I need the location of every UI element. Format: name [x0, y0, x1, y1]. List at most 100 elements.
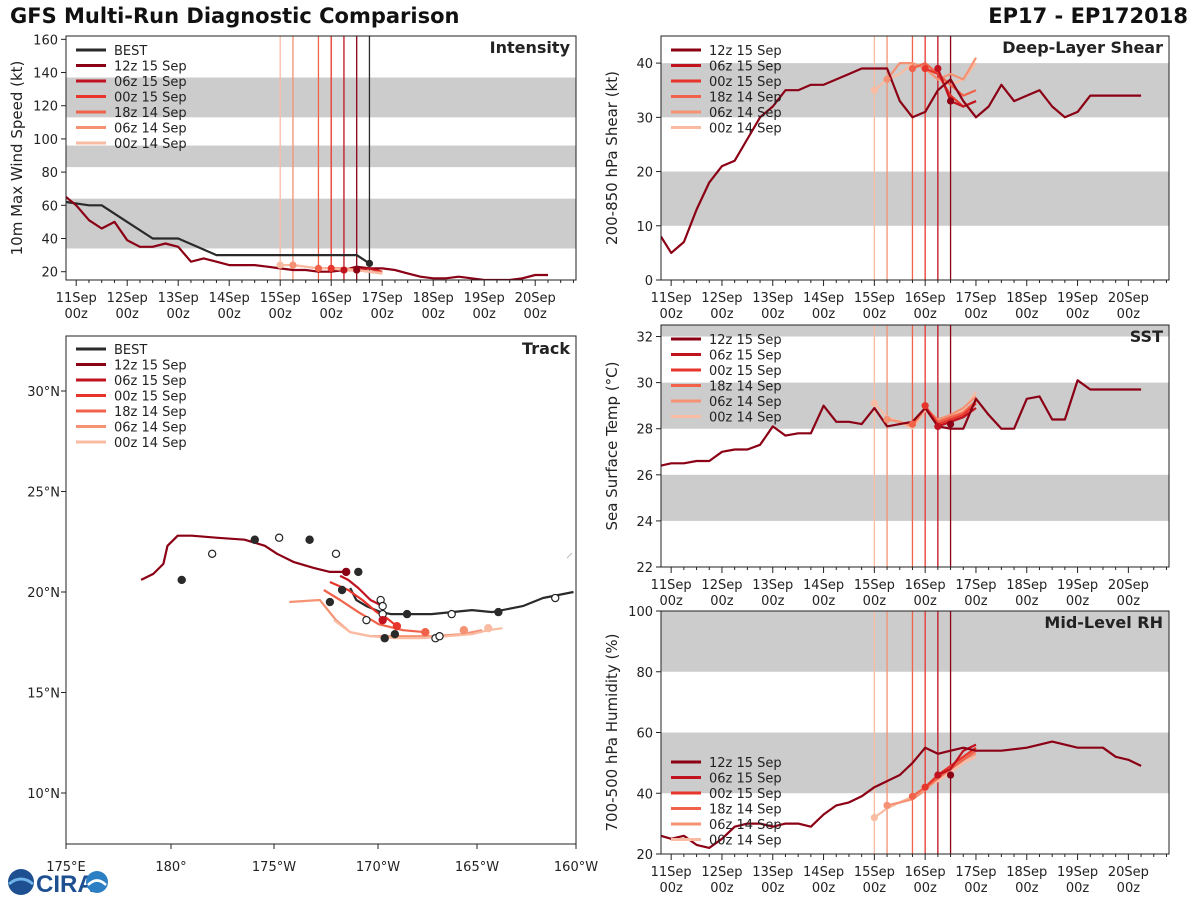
track-ytick-label: 10°N: [27, 787, 60, 802]
track-point-best: [177, 575, 186, 585]
track-ytick-label: 25°N: [27, 486, 60, 501]
track-point-best: [380, 634, 389, 643]
rh-ytick-label: 80: [636, 666, 653, 681]
shear-legend-entry-06z-15-sep: 06z 15 Sep: [709, 60, 782, 75]
shear-xtick-label: 00z: [710, 307, 734, 322]
shear-point-12z-15-sep: [946, 97, 955, 105]
rh-legend-entry-00z-14-sep: 00z 14 Sep: [709, 834, 782, 849]
rh-series-12z-15-sep: [661, 740, 1142, 850]
rh-legend-entry-18z-14-sep: 18z 14 Sep: [709, 803, 782, 818]
sst-legend-entry-00z-15-sep: 00z 15 Sep: [709, 364, 782, 379]
shear-point-00z-15-sep: [921, 64, 929, 73]
shear-xtick-label: 00z: [812, 307, 836, 322]
intensity-xtick-label: 19Sep: [464, 291, 505, 306]
intensity-ytick-label: 140: [33, 67, 58, 82]
sst-xtick-label: 19Sep: [1057, 578, 1098, 593]
track-point-best: [551, 593, 560, 603]
shear-xtick-label: 00z: [863, 307, 887, 322]
rh-xtick-label: 11Sep: [651, 865, 692, 880]
shear-legend-entry-06z-14-sep: 06z 14 Sep: [709, 106, 782, 121]
rh-xtick-label: 15Sep: [854, 865, 895, 880]
rh-xtick-label: 00z: [761, 881, 785, 896]
sst-xtick-label: 20Sep: [1108, 578, 1149, 593]
rh-xtick-label: 00z: [1117, 881, 1141, 896]
intensity-legend-entry-18z-14-sep: 18z 14 Sep: [114, 106, 187, 121]
shear-xtick-label: 13Sep: [752, 291, 793, 306]
sst-xtick-label: 00z: [1117, 594, 1141, 609]
rh-legend-entry-06z-15-sep: 06z 15 Sep: [709, 772, 782, 787]
intensity-legend-entry-best: BEST: [114, 44, 147, 59]
track-xtick-label: 170°W: [356, 860, 400, 875]
rh-ytick-label: 100: [628, 605, 653, 620]
rh-xtick-label: 00z: [1015, 881, 1039, 896]
cira-logo: CIRA: [8, 869, 108, 898]
track-legend-entry-00z-15-sep: 00z 15 Sep: [114, 390, 187, 405]
sst-ytick-label: 22: [636, 561, 653, 576]
rh-xtick-label: 00z: [964, 881, 988, 896]
track-xtick-label: 175°E: [46, 860, 86, 875]
intensity-xtick-label: 00z: [269, 307, 293, 322]
rh-point-18z-14-sep: [908, 792, 917, 800]
intensity-point-12z-15-sep: [353, 266, 361, 274]
rh-band-1: [661, 611, 1169, 672]
shear-xtick-label: 00z: [659, 307, 683, 322]
shear-series-18z-14-sep: [912, 61, 977, 97]
shear-band-0: [661, 171, 1169, 226]
intensity-legend-entry-00z-14-sep: 00z 14 Sep: [114, 137, 187, 152]
intensity-xtick-label: 00z: [422, 307, 446, 322]
track-point-best: [378, 601, 387, 611]
sst-xtick-label: 00z: [913, 594, 937, 609]
intensity-point-00z-14-sep: [276, 261, 284, 269]
track-point-best: [402, 609, 412, 619]
track-plot-area: [140, 533, 574, 643]
sst-xtick-label: 16Sep: [905, 578, 946, 593]
intensity-xtick-label: 00z: [524, 307, 548, 322]
intensity-xtick-label: 20Sep: [515, 291, 556, 306]
intensity-panel: 2040608010012014016011Sep00z12Sep00z13Se…: [8, 33, 577, 322]
track-point-best: [207, 549, 217, 559]
sst-point-06z-15-sep: [934, 422, 942, 431]
shear-legend-entry-00z-15-sep: 00z 15 Sep: [709, 75, 782, 90]
rh-ytick-label: 20: [636, 848, 653, 863]
logo-text: CIRA: [36, 871, 95, 898]
sst-ytick-label: 24: [636, 515, 653, 530]
track-legend-entry-00z-14-sep: 00z 14 Sep: [114, 436, 187, 451]
track-series-12z-15-sep: [140, 534, 347, 581]
rh-xtick-label: 00z: [812, 881, 836, 896]
intensity-xtick-label: 00z: [218, 307, 242, 322]
shear-xtick-label: 00z: [913, 307, 937, 322]
sst-xtick-label: 14Sep: [803, 578, 844, 593]
sst-ytick-label: 32: [636, 331, 653, 346]
intensity-legend-entry-00z-15-sep: 00z 15 Sep: [114, 91, 187, 106]
track-point-best: [494, 607, 503, 617]
intensity-xtick-label: 00z: [65, 307, 89, 322]
rh-xtick-label: 17Sep: [955, 865, 996, 880]
track-xtick-label: 175°W: [252, 860, 296, 875]
sst-xtick-label: 11Sep: [651, 578, 692, 593]
track-point-best: [362, 615, 371, 625]
track-frame: [65, 335, 577, 845]
track-ytick-label: 20°N: [27, 586, 60, 601]
rh-xtick-label: 00z: [659, 881, 683, 896]
intensity-plot-area: [66, 36, 576, 280]
intensity-xtick-label: 00z: [167, 307, 191, 322]
shear-frame: [660, 35, 1170, 281]
track-legend-entry-12z-15-sep: 12z 15 Sep: [114, 359, 187, 374]
rh-panel: 2040608010011Sep00z12Sep00z13Sep00z14Sep…: [603, 605, 1170, 896]
track-point-best: [250, 535, 259, 544]
rh-xtick-label: 13Sep: [752, 865, 793, 880]
sst-legend-entry-06z-14-sep: 06z 14 Sep: [709, 395, 782, 410]
sst-legend-entry-18z-14-sep: 18z 14 Sep: [709, 380, 782, 395]
intensity-xtick-label: 00z: [473, 307, 497, 322]
track-series-06z-15-sep: [339, 574, 384, 608]
intensity-title: Intensity: [490, 38, 571, 57]
sst-xtick-label: 15Sep: [854, 578, 895, 593]
rh-xtick-label: 12Sep: [701, 865, 742, 880]
intensity-frame: [65, 35, 577, 281]
shear-xtick-label: 00z: [1015, 307, 1039, 322]
intensity-ytick-label: 40: [41, 233, 58, 248]
intensity-ylabel: 10m Max Wind Speed (kt): [8, 61, 26, 256]
sst-title: SST: [1130, 327, 1163, 346]
rh-xtick-label: 00z: [710, 881, 734, 896]
sst-xtick-label: 00z: [710, 594, 734, 609]
